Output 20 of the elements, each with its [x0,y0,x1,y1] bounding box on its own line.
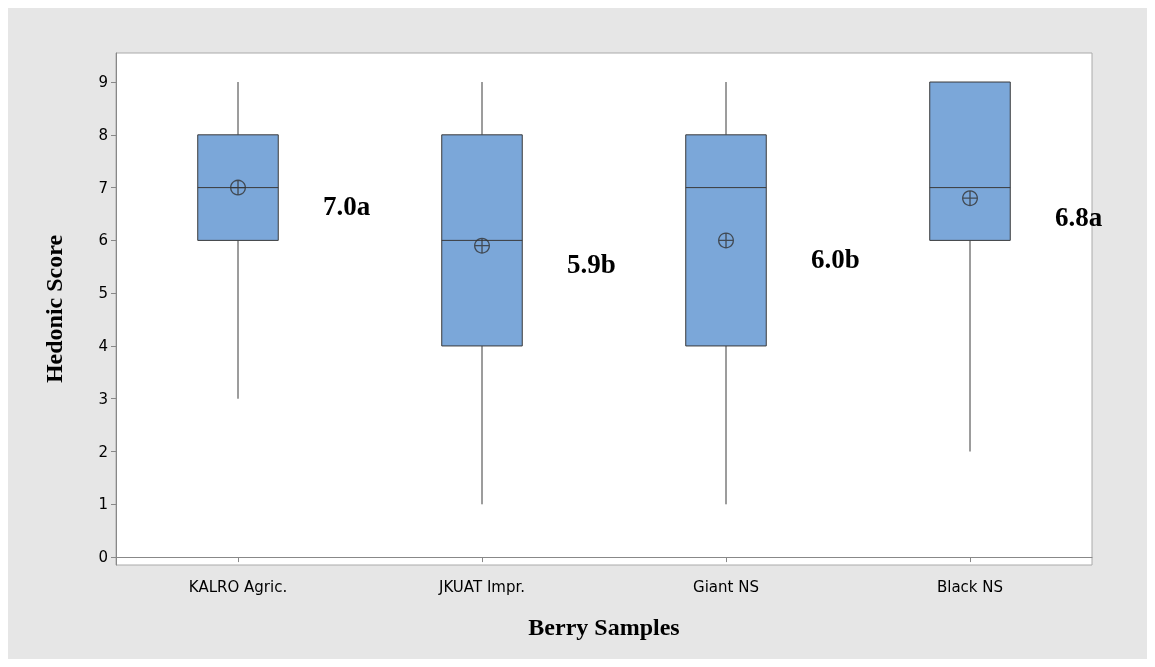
annotation: 6.0b [811,243,860,274]
x-tick-label: Black NS [936,577,1004,596]
y-tick-label: 6 [98,231,108,250]
y-tick-label: 9 [98,73,108,92]
y-tick-label: 1 [98,495,108,514]
annotation: 7.0a [323,191,371,222]
y-tick-label: 3 [98,389,108,408]
x-tick-label: JKUAT Impr. [438,577,525,596]
annotation: 5.9b [567,249,616,280]
y-tick-label: 8 [98,125,108,144]
x-tick-label: KALRO Agric. [188,577,288,596]
y-axis-title: Hedonic Score [41,234,67,384]
y-tick-label: 4 [98,336,108,355]
y-tick-label: 7 [98,178,108,197]
x-axis-title: Berry Samples [528,614,680,640]
annotation: 6.8a [1055,201,1103,232]
x-tick-label: Giant NS [693,577,759,596]
y-tick-label: 0 [98,548,108,567]
y-tick-label: 2 [98,442,108,461]
y-tick-label: 5 [98,284,108,303]
